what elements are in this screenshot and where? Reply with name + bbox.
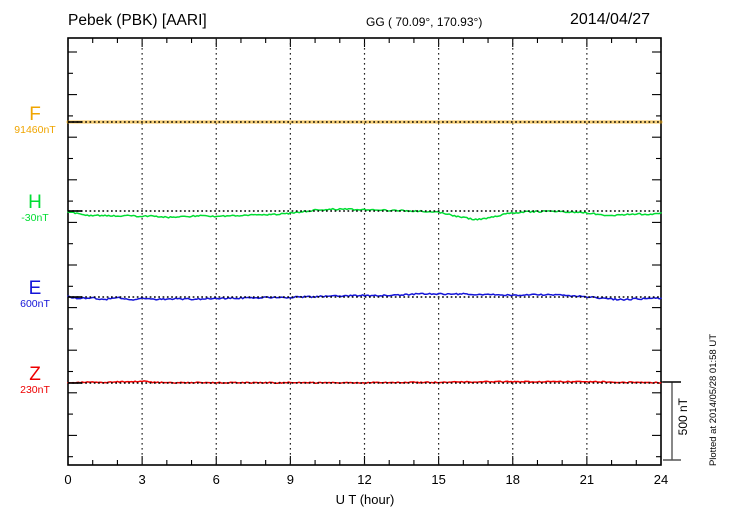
station-title: Pebek (PBK) [AARI] [68, 12, 207, 29]
x-tick-label: 24 [653, 472, 669, 487]
plotted-timestamp: Plotted at 2014/05/28 01:58 UT [708, 334, 719, 467]
x-tick-label: 9 [286, 472, 294, 487]
component-value-z: 230nT [20, 384, 50, 396]
x-tick-label: 3 [138, 472, 146, 487]
plot-frame [67, 37, 662, 466]
x-tick-label: 15 [431, 472, 446, 487]
trace-z [67, 380, 662, 384]
x-tick-label: 12 [357, 472, 372, 487]
x-tick-label: 18 [505, 472, 520, 487]
component-letter-e: E [28, 278, 42, 299]
x-tick-label: 0 [64, 472, 72, 487]
component-label-z: Z 230nT [6, 365, 64, 397]
component-label-h: H -30nT [6, 193, 64, 225]
trace-e [67, 292, 662, 301]
x-tick-label: 21 [579, 472, 595, 487]
component-value-f: 91460nT [14, 124, 56, 136]
x-axis-title: U T (hour) [335, 492, 395, 507]
x-tick-label: 6 [212, 472, 220, 487]
component-letter-z: Z [29, 364, 41, 385]
component-letter-h: H [28, 192, 42, 213]
component-value-e: 600nT [20, 298, 50, 310]
geographic-coordinates: GG ( 70.09°, 170.93°) [366, 15, 483, 29]
component-label-f: F 91460nT [6, 105, 64, 137]
scale-bar-label: 500 nT [676, 398, 690, 436]
component-value-h: -30nT [21, 212, 49, 224]
observation-date: 2014/04/27 [570, 11, 651, 28]
component-label-e: E 600nT [6, 279, 64, 311]
trace-h [67, 207, 662, 221]
component-letter-f: F [29, 104, 41, 125]
